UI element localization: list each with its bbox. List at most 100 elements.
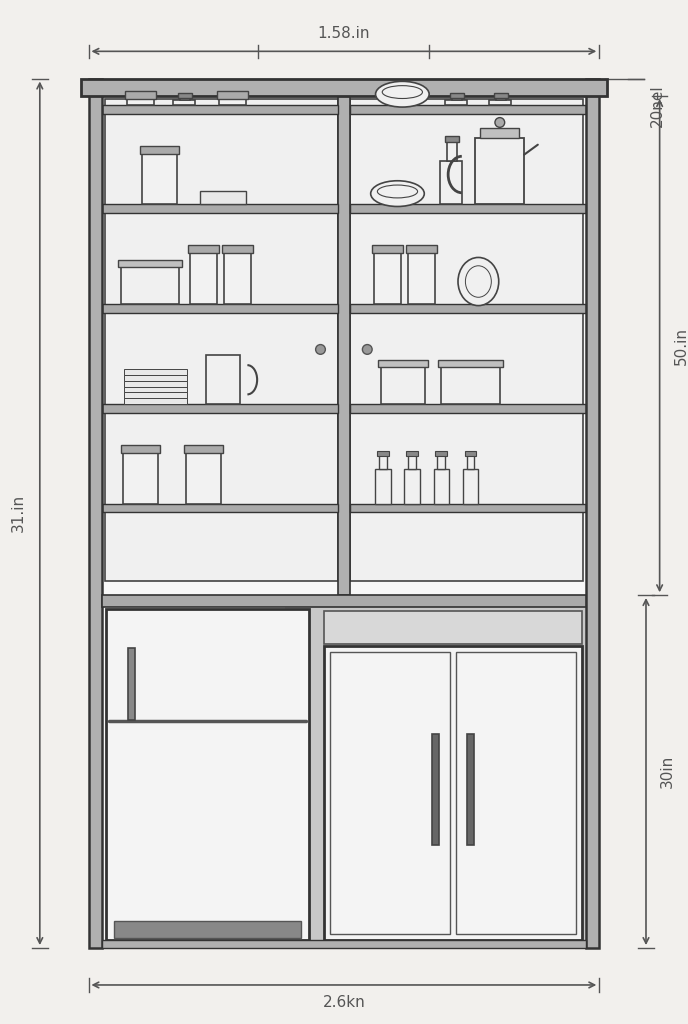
Bar — [408, 455, 416, 469]
Bar — [124, 375, 187, 381]
Bar — [222, 246, 253, 253]
Bar — [350, 304, 585, 312]
Bar — [219, 98, 246, 104]
Bar — [452, 97, 462, 100]
Bar — [103, 205, 338, 213]
Circle shape — [495, 118, 505, 127]
Bar — [200, 190, 246, 205]
Ellipse shape — [376, 81, 429, 108]
Bar — [120, 266, 179, 304]
Bar — [184, 445, 223, 453]
Bar — [440, 161, 462, 205]
Bar — [310, 607, 587, 948]
Bar — [114, 921, 301, 938]
Text: 1.58.in: 1.58.in — [318, 27, 370, 41]
Bar — [350, 205, 585, 213]
Bar — [405, 469, 420, 504]
Bar — [125, 91, 155, 98]
Text: 30in: 30in — [660, 755, 675, 788]
Text: 2.6kn: 2.6kn — [323, 995, 365, 1010]
Bar — [178, 92, 192, 98]
Bar — [494, 92, 508, 98]
Bar — [377, 451, 389, 456]
Bar — [103, 404, 338, 413]
Ellipse shape — [458, 257, 499, 305]
Bar — [124, 381, 187, 387]
Bar — [406, 451, 418, 456]
Bar — [447, 141, 457, 161]
Bar — [466, 455, 475, 469]
Bar — [103, 304, 338, 312]
Text: 31.in: 31.in — [11, 495, 26, 532]
Bar — [124, 392, 187, 398]
Bar — [330, 651, 450, 934]
Bar — [431, 733, 440, 845]
Bar — [140, 145, 179, 154]
Bar — [489, 100, 510, 104]
Bar — [127, 98, 154, 104]
Bar — [372, 246, 403, 253]
Bar — [103, 96, 585, 948]
Bar — [142, 154, 178, 205]
Bar — [224, 253, 251, 304]
Bar — [381, 367, 424, 404]
Bar — [463, 469, 478, 504]
Bar — [475, 138, 524, 205]
Bar — [324, 610, 581, 644]
Bar — [118, 260, 182, 266]
Bar — [445, 100, 466, 104]
Bar — [350, 99, 583, 581]
Bar — [103, 595, 585, 607]
Bar — [480, 128, 519, 138]
Circle shape — [316, 344, 325, 354]
Bar — [127, 648, 136, 720]
Bar — [450, 92, 464, 98]
Bar — [436, 451, 447, 456]
Bar — [379, 455, 387, 469]
Bar — [190, 253, 217, 304]
Bar — [350, 504, 585, 512]
Bar — [324, 646, 581, 940]
Bar — [441, 367, 499, 404]
Bar — [338, 96, 350, 595]
Bar — [350, 104, 585, 114]
Bar — [286, 607, 319, 946]
Bar — [433, 469, 449, 504]
Bar — [124, 398, 187, 404]
Bar — [464, 451, 476, 456]
Bar — [173, 100, 195, 104]
Bar — [105, 99, 338, 581]
Bar — [374, 253, 401, 304]
Bar — [89, 79, 103, 948]
Bar — [103, 504, 338, 512]
Bar — [585, 79, 599, 948]
Bar — [124, 387, 187, 392]
Bar — [406, 246, 438, 253]
Bar — [188, 246, 219, 253]
Bar — [106, 609, 309, 940]
Circle shape — [363, 344, 372, 354]
Bar — [186, 453, 221, 504]
Bar — [217, 91, 248, 98]
Bar — [80, 79, 607, 96]
Bar — [375, 469, 391, 504]
Bar — [103, 104, 338, 114]
Bar — [120, 445, 160, 453]
Text: 20nel: 20nel — [650, 85, 665, 127]
Bar — [180, 97, 190, 100]
Bar — [122, 453, 158, 504]
Bar — [438, 360, 503, 367]
Bar — [466, 733, 475, 845]
Bar — [408, 253, 436, 304]
Bar — [438, 455, 445, 469]
Bar — [206, 355, 239, 404]
Bar — [350, 404, 585, 413]
Bar — [124, 369, 187, 375]
Bar — [456, 651, 576, 934]
Ellipse shape — [371, 181, 424, 207]
Text: 50.in: 50.in — [674, 327, 688, 365]
Bar — [445, 136, 459, 142]
Bar — [496, 97, 506, 100]
Bar — [378, 360, 428, 367]
Bar — [103, 940, 585, 948]
